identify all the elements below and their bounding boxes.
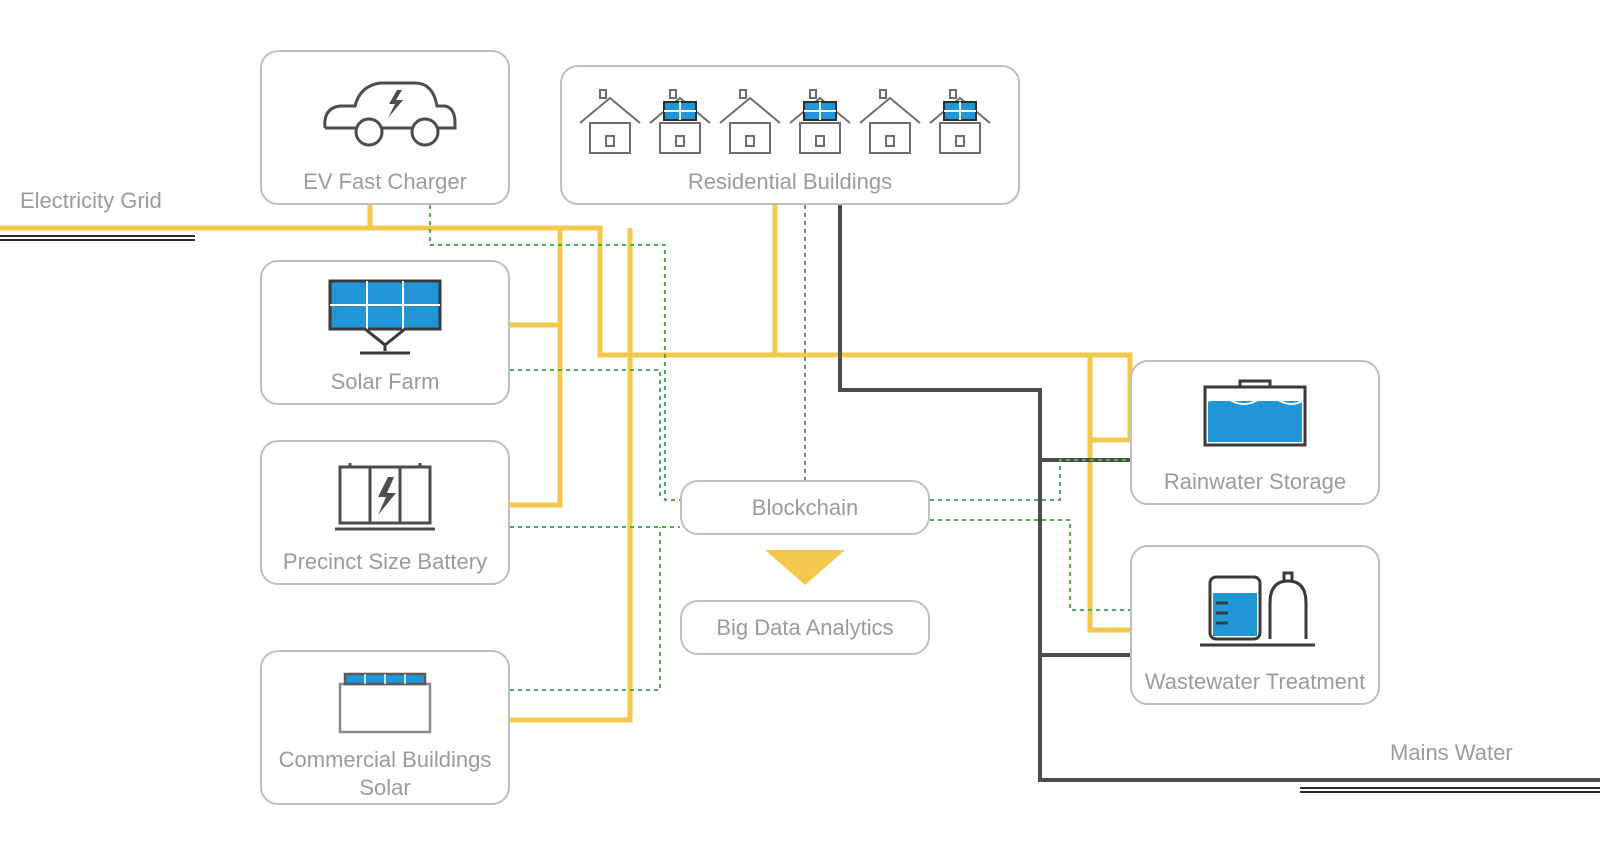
electricity-grid-label: Electricity Grid bbox=[20, 188, 162, 214]
rainwater-label: Rainwater Storage bbox=[1164, 468, 1346, 496]
battery-icon bbox=[274, 452, 496, 544]
big-data-label: Big Data Analytics bbox=[716, 614, 893, 642]
water-tank-icon bbox=[1144, 372, 1366, 464]
ev-charger-node: EV Fast Charger bbox=[260, 50, 510, 205]
commercial-solar-node: Commercial Buildings Solar bbox=[260, 650, 510, 805]
residential-node: Residential Buildings bbox=[560, 65, 1020, 205]
wastewater-icon bbox=[1144, 557, 1366, 664]
solar-farm-node: Solar Farm bbox=[260, 260, 510, 405]
wastewater-node: Wastewater Treatment bbox=[1130, 545, 1380, 705]
solar-panel-icon bbox=[274, 272, 496, 364]
diagram-canvas: Electricity Grid Mains Water EV Fast Cha… bbox=[0, 0, 1600, 850]
big-data-node: Big Data Analytics bbox=[680, 600, 930, 655]
building-solar-icon bbox=[274, 662, 496, 742]
blockchain-label: Blockchain bbox=[752, 494, 858, 522]
arrow-down-icon bbox=[755, 540, 855, 595]
wastewater-label: Wastewater Treatment bbox=[1145, 668, 1365, 696]
blockchain-node: Blockchain bbox=[680, 480, 930, 535]
commercial-solar-label: Commercial Buildings Solar bbox=[274, 746, 496, 801]
residential-label: Residential Buildings bbox=[688, 168, 892, 196]
ev-car-icon bbox=[274, 62, 496, 164]
mains-water-label: Mains Water bbox=[1390, 740, 1513, 766]
rainwater-node: Rainwater Storage bbox=[1130, 360, 1380, 505]
houses-icon bbox=[574, 77, 1006, 164]
solar-farm-label: Solar Farm bbox=[331, 368, 440, 396]
battery-label: Precinct Size Battery bbox=[283, 548, 487, 576]
battery-node: Precinct Size Battery bbox=[260, 440, 510, 585]
ev-charger-label: EV Fast Charger bbox=[303, 168, 467, 196]
